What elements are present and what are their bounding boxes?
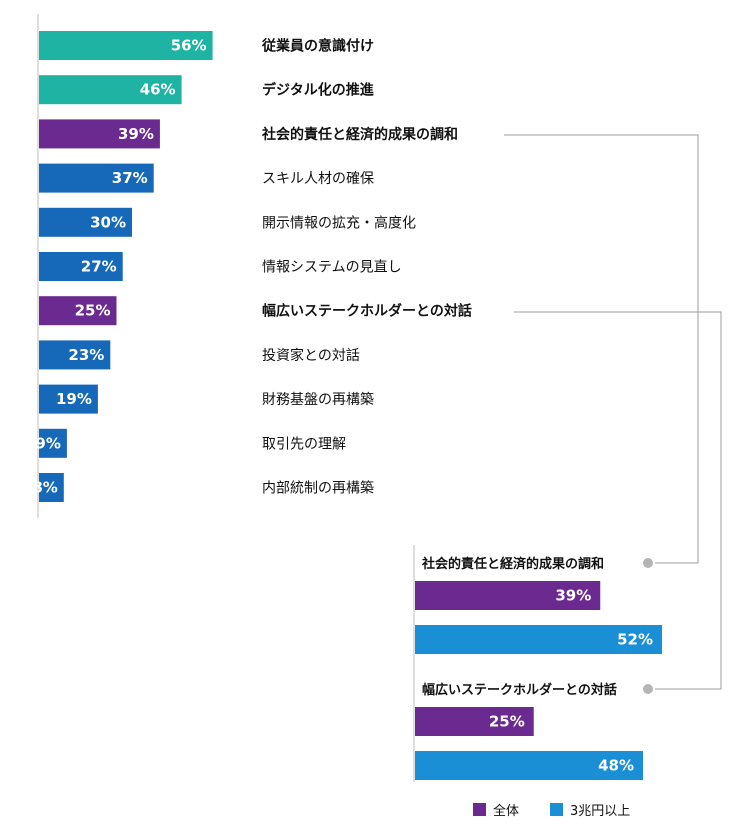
bar-4 — [39, 163, 154, 193]
sub-bar-value-1-2: 52% — [617, 631, 653, 649]
bar-3 — [39, 119, 160, 149]
bar-value-label-11: 8% — [32, 479, 57, 497]
legend-label-1: 全体 — [493, 803, 519, 819]
bar-5 — [39, 207, 132, 237]
bar-11 — [39, 473, 64, 502]
bar-value-label-4: 37% — [112, 169, 148, 187]
legend-swatch-2 — [550, 803, 563, 816]
bar-value-label-7: 25% — [75, 302, 111, 320]
sub-bar-value-2-1: 25% — [489, 713, 525, 731]
bar-value-label-9: 19% — [56, 390, 92, 408]
sub-bar-value-1-1: 39% — [555, 587, 591, 605]
sub-bar-value-2-2: 48% — [598, 757, 634, 775]
sub-bar-2-1 — [415, 707, 534, 736]
connector-line-1 — [504, 134, 699, 564]
bar-9 — [39, 384, 98, 414]
category-label-1: 従業員の意識付け — [261, 38, 374, 55]
sub-bar-2-2 — [415, 751, 643, 780]
sub-group-title-1: 社会的責任と経済的成果の調和 — [421, 556, 604, 572]
category-label-8: 投資家との対話 — [262, 347, 360, 364]
category-label-3: 社会的責任と経済的成果の調和 — [261, 126, 458, 143]
connector-dot-2 — [643, 684, 653, 694]
bar-8 — [39, 340, 111, 370]
category-label-10: 取引先の理解 — [262, 436, 346, 452]
sub-group-title-2: 幅広いステークホルダーとの対話 — [422, 682, 617, 698]
bar-10 — [39, 428, 67, 458]
bar-7 — [39, 296, 117, 326]
category-label-2: デジタル化の推進 — [262, 82, 374, 99]
sub-bar-1-1 — [415, 581, 601, 610]
category-label-6: 情報システムの見直し — [262, 259, 402, 276]
connector-dot-1 — [643, 558, 653, 568]
category-label-5: 開示情報の拡充・高度化 — [262, 214, 416, 231]
bar-value-label-8: 23% — [68, 346, 104, 364]
bar-value-label-2: 46% — [140, 81, 176, 99]
bar-1 — [39, 31, 213, 60]
bar-value-label-3: 39% — [118, 125, 154, 143]
connector-line-2 — [514, 311, 722, 690]
category-label-4: スキル人材の確保 — [262, 171, 374, 187]
category-label-7: 幅広いステークホルダーとの対話 — [262, 303, 472, 320]
legend-swatch-1 — [473, 803, 486, 816]
bar-6 — [39, 252, 123, 281]
bar-value-label-6: 27% — [81, 258, 117, 276]
bar-value-label-1: 56% — [171, 37, 207, 55]
bar-value-label-5: 30% — [90, 213, 126, 231]
sub-bar-1-2 — [415, 625, 662, 654]
bar-2 — [39, 75, 182, 105]
category-label-9: 財務基盤の再構築 — [262, 391, 374, 408]
category-label-11: 内部統制の再構築 — [262, 481, 374, 497]
bar-value-label-10: 9% — [35, 434, 60, 452]
legend-label-2: 3兆円以上 — [570, 804, 630, 819]
